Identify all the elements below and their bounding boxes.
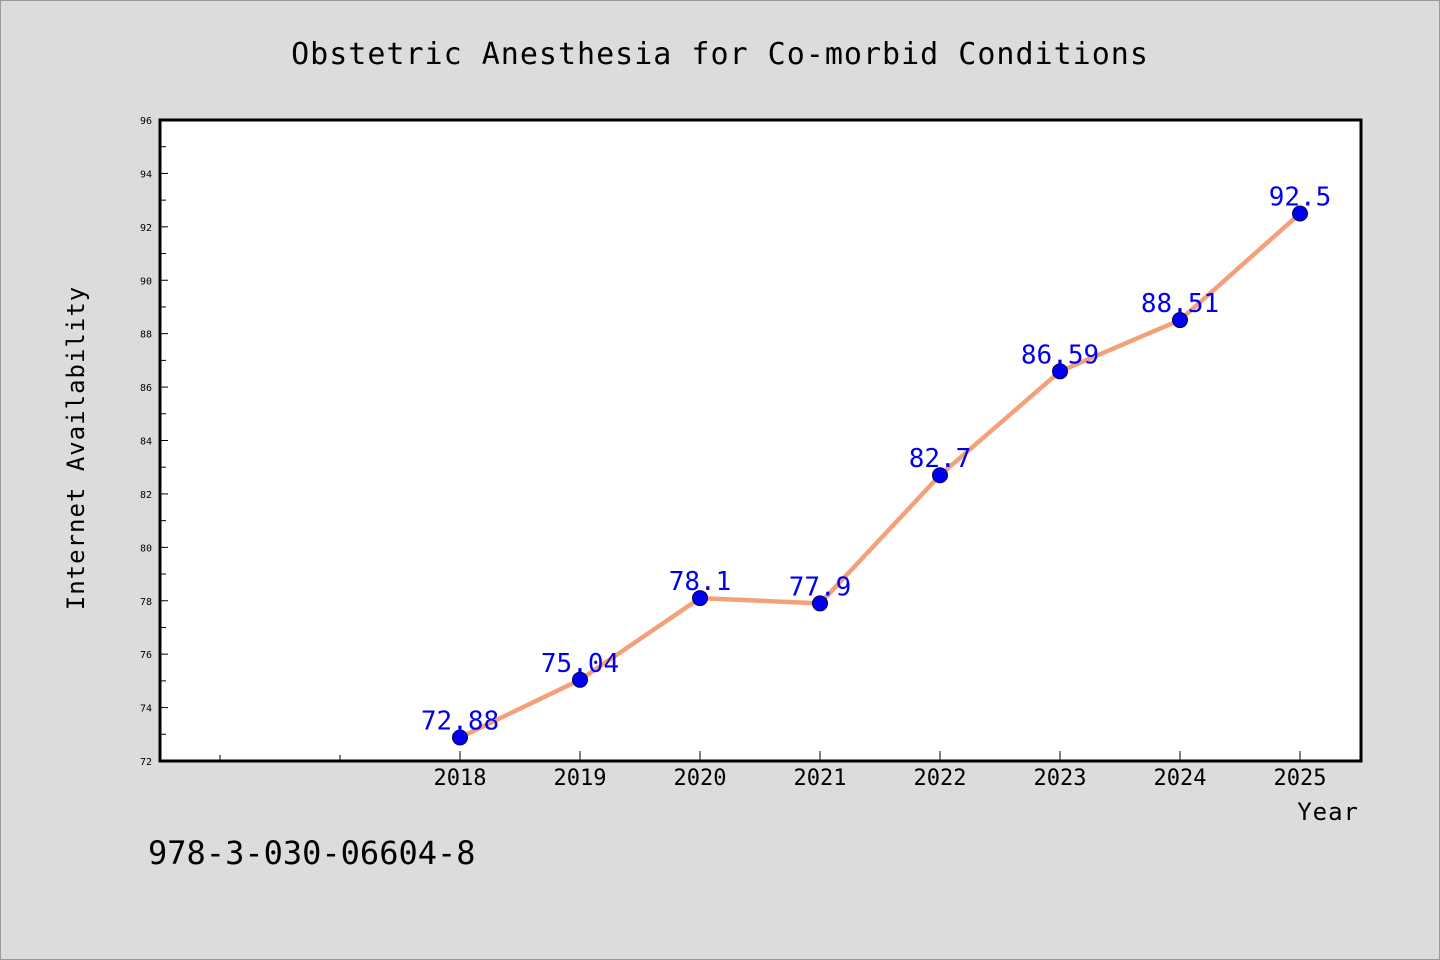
data-point	[692, 590, 708, 607]
data-point	[572, 671, 588, 688]
data-label: 86.59	[1021, 340, 1099, 370]
data-label: 88.51	[1141, 289, 1219, 319]
x-tick-label: 2024	[1154, 766, 1207, 791]
data-label: 77.9	[789, 572, 852, 602]
data-point	[452, 729, 468, 746]
x-tick-label: 2019	[554, 766, 607, 791]
data-point	[1172, 312, 1188, 329]
plot-area	[158, 118, 1363, 763]
x-tick-label: 2022	[914, 766, 967, 791]
y-tick-label: 72	[140, 757, 152, 768]
x-axis-title: Year	[1297, 798, 1359, 826]
data-point	[1052, 363, 1068, 380]
data-label: 72.88	[421, 706, 499, 736]
x-tick-label: 2020	[674, 766, 727, 791]
y-tick-label: 78	[140, 597, 152, 608]
y-tick-label: 88	[140, 330, 152, 341]
y-tick-label: 92	[140, 223, 152, 234]
y-tick-label: 94	[140, 169, 152, 180]
x-tick-label: 2025	[1274, 766, 1327, 791]
x-tick-label: 2021	[794, 766, 847, 791]
data-point	[932, 467, 948, 484]
chart-title: Obstetric Anesthesia for Co-morbid Condi…	[291, 37, 1149, 72]
y-tick-label: 86	[140, 383, 152, 394]
data-label: 75.04	[541, 649, 619, 679]
data-label: 92.5	[1269, 182, 1332, 212]
y-tick-label: 84	[140, 437, 152, 448]
data-label: 78.1	[669, 567, 732, 597]
y-tick-label: 76	[140, 650, 152, 661]
y-tick-label: 82	[140, 490, 152, 501]
y-tick-label: 74	[140, 704, 152, 715]
footer-code: 978-3-030-06604-8	[148, 834, 476, 872]
y-tick-label: 80	[140, 543, 152, 554]
data-point	[1292, 205, 1308, 222]
y-tick-label: 96	[140, 116, 152, 127]
data-point	[812, 595, 828, 612]
series-line-group: 72.88 75.04 78.1 77.9 82.7 86.59 88.51 92.5	[421, 182, 1332, 746]
y-axis-title: Internet Availability	[62, 286, 90, 610]
data-label: 82.7	[909, 444, 972, 474]
y-tick-label: 90	[140, 276, 152, 287]
series-line	[457, 211, 1303, 740]
x-tick-label: 2018	[434, 766, 487, 791]
x-axis: 2018 2019 2020 2021 2022 2023 2024 2025	[219, 751, 1327, 791]
y-axis: 72 74 76 78 80 82 84 86 88 90 92 94 96	[140, 116, 168, 768]
x-tick-label: 2023	[1034, 766, 1087, 791]
